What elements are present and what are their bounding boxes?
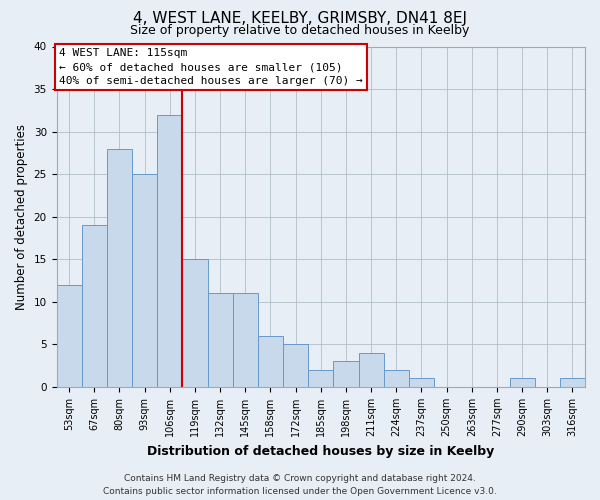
- Bar: [132, 174, 157, 387]
- Bar: [509, 378, 535, 387]
- Bar: [560, 378, 585, 387]
- Bar: [107, 148, 132, 387]
- Text: 4 WEST LANE: 115sqm
← 60% of detached houses are smaller (105)
40% of semi-detac: 4 WEST LANE: 115sqm ← 60% of detached ho…: [59, 48, 363, 86]
- Bar: [82, 225, 107, 387]
- Bar: [409, 378, 434, 387]
- Bar: [308, 370, 334, 387]
- Bar: [157, 114, 182, 387]
- Y-axis label: Number of detached properties: Number of detached properties: [15, 124, 28, 310]
- Bar: [182, 260, 208, 387]
- Bar: [208, 294, 233, 387]
- Bar: [233, 294, 258, 387]
- Text: 4, WEST LANE, KEELBY, GRIMSBY, DN41 8EJ: 4, WEST LANE, KEELBY, GRIMSBY, DN41 8EJ: [133, 11, 467, 26]
- Text: Contains HM Land Registry data © Crown copyright and database right 2024.
Contai: Contains HM Land Registry data © Crown c…: [103, 474, 497, 496]
- Bar: [383, 370, 409, 387]
- X-axis label: Distribution of detached houses by size in Keelby: Distribution of detached houses by size …: [147, 444, 494, 458]
- Bar: [283, 344, 308, 387]
- Bar: [258, 336, 283, 387]
- Bar: [359, 353, 383, 387]
- Text: Size of property relative to detached houses in Keelby: Size of property relative to detached ho…: [130, 24, 470, 37]
- Bar: [56, 285, 82, 387]
- Bar: [334, 362, 359, 387]
